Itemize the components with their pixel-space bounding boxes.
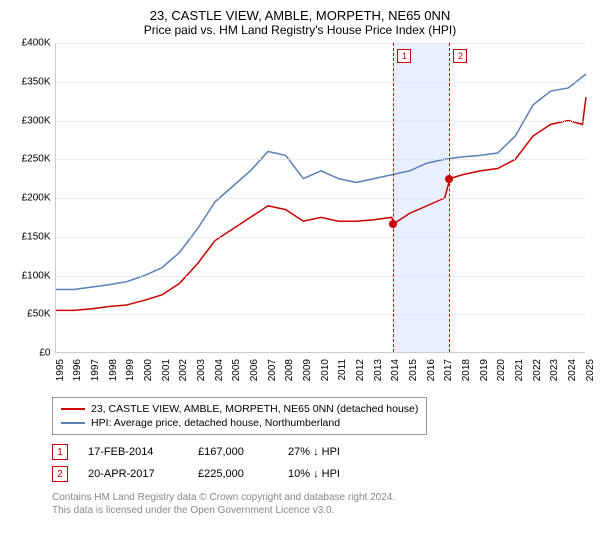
x-tick-label: 2019 bbox=[479, 359, 490, 381]
sale-marker-box-2: 2 bbox=[453, 49, 467, 63]
gridline bbox=[56, 198, 585, 199]
x-tick-label: 2007 bbox=[267, 359, 278, 381]
x-tick-label: 2004 bbox=[214, 359, 225, 381]
x-tick-label: 1995 bbox=[55, 359, 66, 381]
y-tick-label: £50K bbox=[27, 309, 50, 320]
sales-table: 117-FEB-2014£167,00027% ↓ HPI220-APR-201… bbox=[52, 441, 590, 485]
chart: £0£50K£100K£150K£200K£250K£300K£350K£400… bbox=[13, 43, 588, 393]
x-tick-label: 2014 bbox=[390, 359, 401, 381]
x-tick-label: 2015 bbox=[408, 359, 419, 381]
x-tick-label: 2001 bbox=[161, 359, 172, 381]
x-tick-label: 2003 bbox=[196, 359, 207, 381]
x-tick-label: 1999 bbox=[125, 359, 136, 381]
y-axis: £0£50K£100K£150K£200K£250K£300K£350K£400… bbox=[13, 43, 55, 353]
footer-attribution: Contains HM Land Registry data © Crown c… bbox=[52, 491, 590, 517]
sale-date: 17-FEB-2014 bbox=[88, 446, 198, 458]
gridline bbox=[56, 314, 585, 315]
sale-dashed-line bbox=[393, 43, 394, 352]
x-tick-label: 2006 bbox=[249, 359, 260, 381]
series-hpi bbox=[56, 74, 586, 289]
legend: 23, CASTLE VIEW, AMBLE, MORPETH, NE65 0N… bbox=[52, 397, 427, 435]
sale-point-1 bbox=[389, 220, 397, 228]
x-tick-label: 2022 bbox=[532, 359, 543, 381]
x-tick-label: 2021 bbox=[514, 359, 525, 381]
x-tick-label: 2011 bbox=[337, 359, 348, 381]
sale-pct: £225,000 bbox=[198, 468, 288, 480]
gridline bbox=[56, 276, 585, 277]
legend-swatch bbox=[61, 408, 85, 410]
sale-point-2 bbox=[445, 175, 453, 183]
gridline bbox=[56, 82, 585, 83]
x-tick-label: 2024 bbox=[567, 359, 578, 381]
chart-title: 23, CASTLE VIEW, AMBLE, MORPETH, NE65 0N… bbox=[10, 8, 590, 23]
legend-label: 23, CASTLE VIEW, AMBLE, MORPETH, NE65 0N… bbox=[91, 403, 418, 415]
gridline bbox=[56, 43, 585, 44]
legend-label: HPI: Average price, detached house, Nort… bbox=[91, 417, 340, 429]
x-axis: 1995 1996 1997 1998 1999 2000 2001 2002 2003 2004… bbox=[55, 355, 585, 395]
chart-subtitle: Price paid vs. HM Land Registry's House … bbox=[10, 23, 590, 37]
sale-pct: £167,000 bbox=[198, 446, 288, 458]
sale-marker-icon: 1 bbox=[52, 444, 68, 460]
y-tick-label: £150K bbox=[22, 231, 51, 242]
gridline bbox=[56, 121, 585, 122]
x-tick-label: 2005 bbox=[231, 359, 242, 381]
x-tick-label: 2018 bbox=[461, 359, 472, 381]
sale-date: 20-APR-2017 bbox=[88, 468, 198, 480]
x-tick-label: 2012 bbox=[355, 359, 366, 381]
x-tick-label: 2023 bbox=[549, 359, 560, 381]
x-tick-label: 2002 bbox=[178, 359, 189, 381]
x-tick-label: 2017 bbox=[443, 359, 454, 381]
y-tick-label: £0 bbox=[39, 348, 50, 359]
x-tick-label: 2016 bbox=[426, 359, 437, 381]
x-tick-label: 2013 bbox=[373, 359, 384, 381]
gridline bbox=[56, 159, 585, 160]
y-tick-label: £100K bbox=[22, 270, 51, 281]
sales-row-1: 117-FEB-2014£167,00027% ↓ HPI bbox=[52, 441, 590, 463]
x-tick-label: 1997 bbox=[90, 359, 101, 381]
legend-row-hpi: HPI: Average price, detached house, Nort… bbox=[61, 416, 418, 430]
x-tick-label: 2020 bbox=[496, 359, 507, 381]
sales-row-2: 220-APR-2017£225,00010% ↓ HPI bbox=[52, 463, 590, 485]
legend-row-property: 23, CASTLE VIEW, AMBLE, MORPETH, NE65 0N… bbox=[61, 402, 418, 416]
sale-marker-icon: 2 bbox=[52, 466, 68, 482]
x-tick-label: 2008 bbox=[284, 359, 295, 381]
plot-area: 12 bbox=[55, 43, 585, 353]
y-tick-label: £350K bbox=[22, 76, 51, 87]
sale-marker-box-1: 1 bbox=[397, 49, 411, 63]
footer-line-1: Contains HM Land Registry data © Crown c… bbox=[52, 491, 590, 504]
y-tick-label: £200K bbox=[22, 193, 51, 204]
legend-swatch bbox=[61, 422, 85, 424]
x-tick-label: 2010 bbox=[320, 359, 331, 381]
sale-dashed-line bbox=[449, 43, 450, 352]
x-tick-label: 1996 bbox=[72, 359, 83, 381]
x-tick-label: 2025 bbox=[585, 359, 596, 381]
y-tick-label: £300K bbox=[22, 115, 51, 126]
x-tick-label: 2000 bbox=[143, 359, 154, 381]
gridline bbox=[56, 237, 585, 238]
x-tick-label: 2009 bbox=[302, 359, 313, 381]
footer-line-2: This data is licensed under the Open Gov… bbox=[52, 504, 590, 517]
y-tick-label: £250K bbox=[22, 154, 51, 165]
x-tick-label: 1998 bbox=[108, 359, 119, 381]
y-tick-label: £400K bbox=[22, 38, 51, 49]
